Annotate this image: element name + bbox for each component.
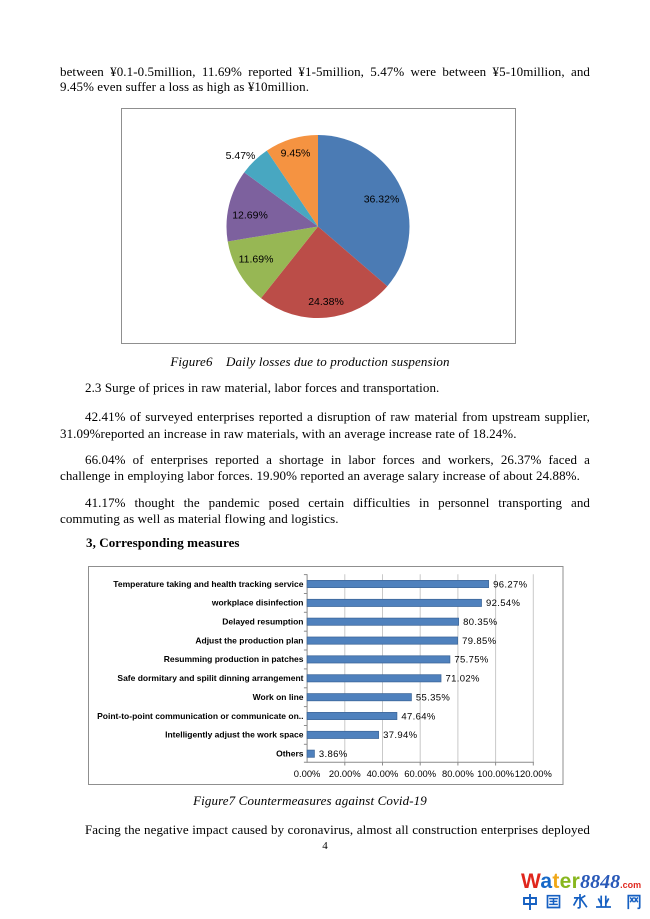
svg-text:11.69%: 11.69% <box>239 254 274 266</box>
svg-text:20.00%: 20.00% <box>329 768 361 779</box>
svg-text:Temperature taking and health: Temperature taking and health tracking s… <box>113 579 303 589</box>
svg-text:37.94%: 37.94% <box>383 730 418 741</box>
svg-text:12.69%: 12.69% <box>232 210 268 222</box>
svg-text:3.86%: 3.86% <box>319 749 348 760</box>
svg-text:workplace disinfection: workplace disinfection <box>211 598 304 608</box>
svg-text:75.75%: 75.75% <box>454 655 489 666</box>
svg-text:80.00%: 80.00% <box>442 768 474 779</box>
svg-text:5.47%: 5.47% <box>226 150 256 162</box>
svg-text:9.45%: 9.45% <box>281 148 311 160</box>
svg-text:79.85%: 79.85% <box>462 636 497 647</box>
svg-text:0.00%: 0.00% <box>294 768 321 779</box>
svg-text:36.32%: 36.32% <box>364 194 400 206</box>
svg-text:96.27%: 96.27% <box>493 579 528 590</box>
svg-text:40.00%: 40.00% <box>367 768 399 779</box>
svg-text:Point-to-point communication o: Point-to-point communication or communic… <box>97 711 303 721</box>
svg-text:Delayed resumption: Delayed resumption <box>222 617 303 627</box>
svg-text:80.35%: 80.35% <box>463 617 498 628</box>
svg-text:47.64%: 47.64% <box>401 711 436 722</box>
svg-text:71.02%: 71.02% <box>446 674 481 685</box>
svg-text:Safe dormitary and spilit dinn: Safe dormitary and spilit dinning arrang… <box>117 673 303 683</box>
svg-text:60.00%: 60.00% <box>404 768 436 779</box>
svg-text:55.35%: 55.35% <box>416 693 451 704</box>
svg-text:Adjust the production plan: Adjust the production plan <box>195 635 303 645</box>
svg-text:92.54%: 92.54% <box>486 598 521 609</box>
svg-text:120.00%: 120.00% <box>515 768 552 779</box>
svg-text:Intelligently adjust the work: Intelligently adjust the work space <box>165 730 304 740</box>
svg-text:100.00%: 100.00% <box>477 768 514 779</box>
svg-text:Resumming production in patche: Resumming production in patches <box>164 654 304 664</box>
svg-text:Work on line: Work on line <box>253 692 304 702</box>
svg-text:24.38%: 24.38% <box>308 296 344 308</box>
svg-text:Others: Others <box>276 749 304 759</box>
